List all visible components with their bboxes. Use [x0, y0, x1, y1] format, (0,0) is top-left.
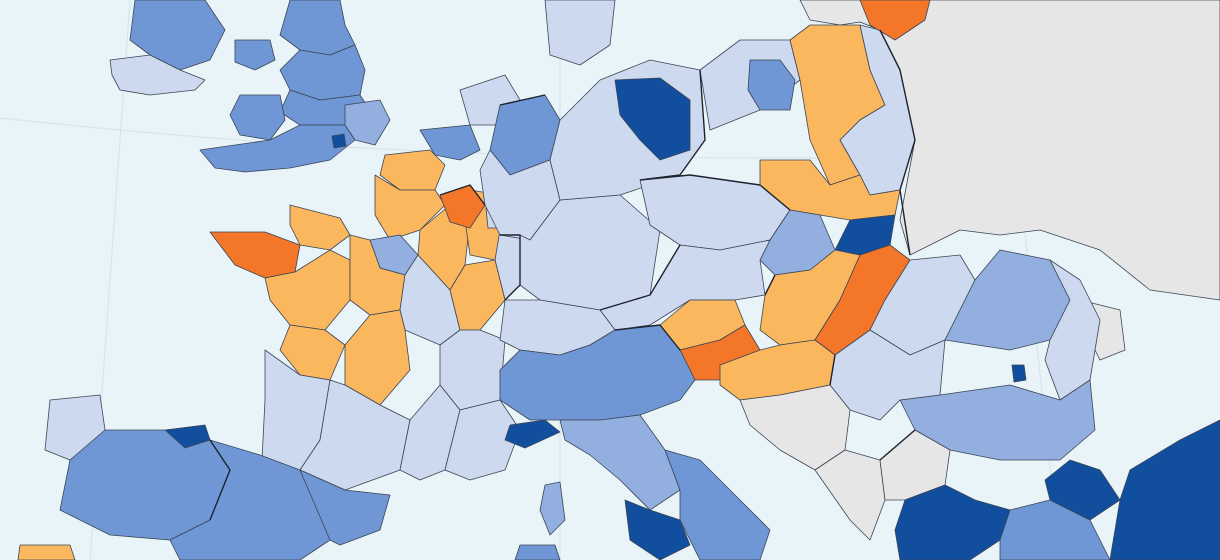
region-england-east [344, 99, 391, 146]
region-berlin-brandenburg [614, 77, 691, 161]
region-scotland-north [129, 0, 226, 71]
region-campania [624, 499, 691, 560]
region-lithuania [859, 0, 931, 41]
region-england-south [199, 124, 356, 173]
region-galicia-asturias [44, 394, 106, 461]
region-sardinia [514, 544, 561, 560]
region-poland-central [747, 59, 796, 111]
region-italy-central [559, 414, 681, 511]
region-denmark [544, 0, 616, 66]
region-catalonia [299, 469, 391, 546]
region-portugal-north [17, 544, 76, 560]
region-liguria [504, 419, 561, 449]
region-ireland [109, 54, 206, 96]
region-italy-north [499, 324, 696, 421]
region-russia-kaliningrad-east [799, 0, 881, 31]
region-belgium-flanders [419, 124, 481, 161]
region-london [331, 133, 347, 149]
region-corsica [539, 481, 566, 536]
regions-layer [17, 0, 1220, 560]
region-bucharest [1011, 364, 1027, 383]
region-northern-ireland [234, 39, 276, 71]
region-italy-south [664, 449, 771, 560]
region-picardie [374, 174, 446, 241]
region-turkey-anatolia [1109, 419, 1220, 560]
region-serbia [829, 329, 946, 421]
national-borders [209, 29, 916, 521]
